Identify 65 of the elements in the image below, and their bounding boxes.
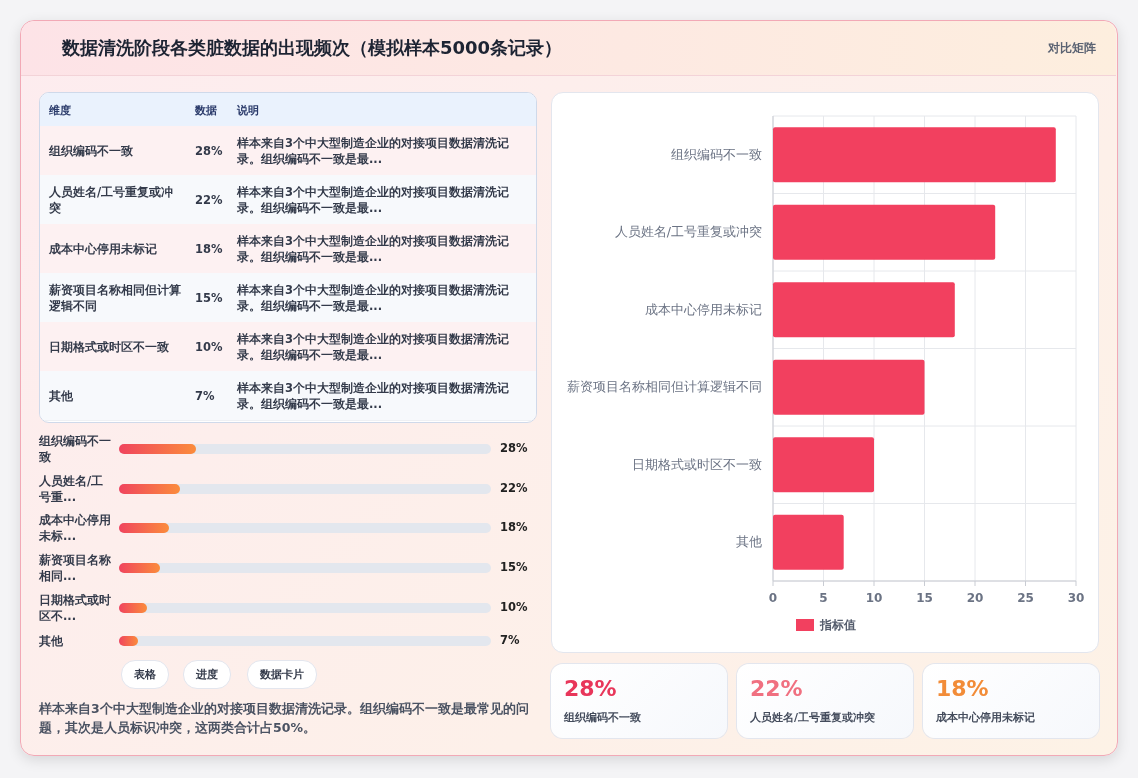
category-label: 成本中心停用未标记 [936,710,1035,725]
text: 数据 [195,103,217,118]
data-label: 22% [500,481,528,495]
bar [773,359,925,415]
text: 进度 [196,667,218,682]
text: 18% [195,241,223,256]
text: 样本来自3个中大型制造企业的对接项目数据清洗记录。组织编码不一致是最... [237,183,510,217]
x-tick-label: 10 [865,591,883,605]
category-label: 成本中心停用未标... [39,512,112,545]
data-label: 7% [500,633,520,647]
text: 18% [936,676,989,701]
text: 维度 [49,103,71,118]
text: 样本来自3个中大型制造企业的对接项目数据清洗记录。组织编码不一致是最常见的问题，其次是人员标识冲突，这两类合计占50%。 [39,700,530,737]
data-label: 28% [500,441,528,455]
category-label: 组织编码不一致 [564,710,641,725]
text: 数据卡片 [260,667,304,682]
category-label: 组织编码不一致 [49,142,134,160]
category-label: 其他 [39,633,64,650]
text: 22% [195,192,223,207]
text: 10% [195,339,223,354]
y-tick-label: 成本中心停用未标记 [645,301,762,317]
text: 对比矩阵 [1048,40,1096,57]
x-tick-label: 5 [819,591,828,605]
text: 28% [195,143,223,158]
category-label: 薪资项目名称相同但计算逻辑不同 [49,281,182,315]
text: 22% [750,676,803,701]
category-label: 人员姓名/工号重复或冲突 [49,183,175,217]
bar [773,204,996,260]
x-tick-label: 30 [1067,591,1085,605]
text: 说明 [237,103,259,118]
text: 7% [195,388,215,403]
text: 样本来自3个中大型制造企业的对接项目数据清洗记录。组织编码不一致是最... [237,379,510,413]
text: 15% [195,290,223,305]
bar [773,437,874,493]
category-label: 薪资项目名称相同... [39,552,112,585]
category-label: 日期格式或时区不一致 [49,338,170,356]
x-tick-label: 20 [966,591,984,605]
text: 表格 [134,667,156,682]
y-tick-label: 人员姓名/工号重复或冲突 [614,224,762,240]
legend-label: 指标值 [819,618,856,632]
text: 样本来自3个中大型制造企业的对接项目数据清洗记录。组织编码不一致是最... [237,134,510,168]
data-label: 15% [500,560,528,574]
bar [773,127,1056,183]
category-label: 人员姓名/工号重... [39,473,105,506]
x-tick-label: 15 [916,591,933,605]
category-label: 人员姓名/工号重复或冲突 [750,710,876,725]
y-tick-label: 组织编码不一致 [671,146,762,162]
category-label: 成本中心停用未标记 [49,240,158,258]
data-label: 10% [500,600,528,614]
text: 样本来自3个中大型制造企业的对接项目数据清洗记录。组织编码不一致是最... [237,232,510,266]
x-tick-label: 0 [768,591,778,605]
text: 样本来自3个中大型制造企业的对接项目数据清洗记录。组织编码不一致是最... [237,330,510,364]
category-label: 日期格式或时区不... [39,592,112,625]
y-tick-label: 其他 [736,534,762,550]
category-label: 其他 [49,387,74,405]
bar [773,514,844,570]
category-label: 组织编码不一致 [39,433,112,466]
y-tick-label: 薪资项目名称相同但计算逻辑不同 [567,379,762,395]
y-tick-label: 日期格式或时区不一致 [632,456,762,472]
text: 数据清洗阶段各类脏数据的出现频次（模拟样本5000条记录） [62,36,563,60]
data-label: 18% [500,520,528,534]
bar [773,282,955,338]
x-tick-label: 25 [1017,591,1034,605]
text: 28% [564,676,617,701]
text: 样本来自3个中大型制造企业的对接项目数据清洗记录。组织编码不一致是最... [237,281,510,315]
